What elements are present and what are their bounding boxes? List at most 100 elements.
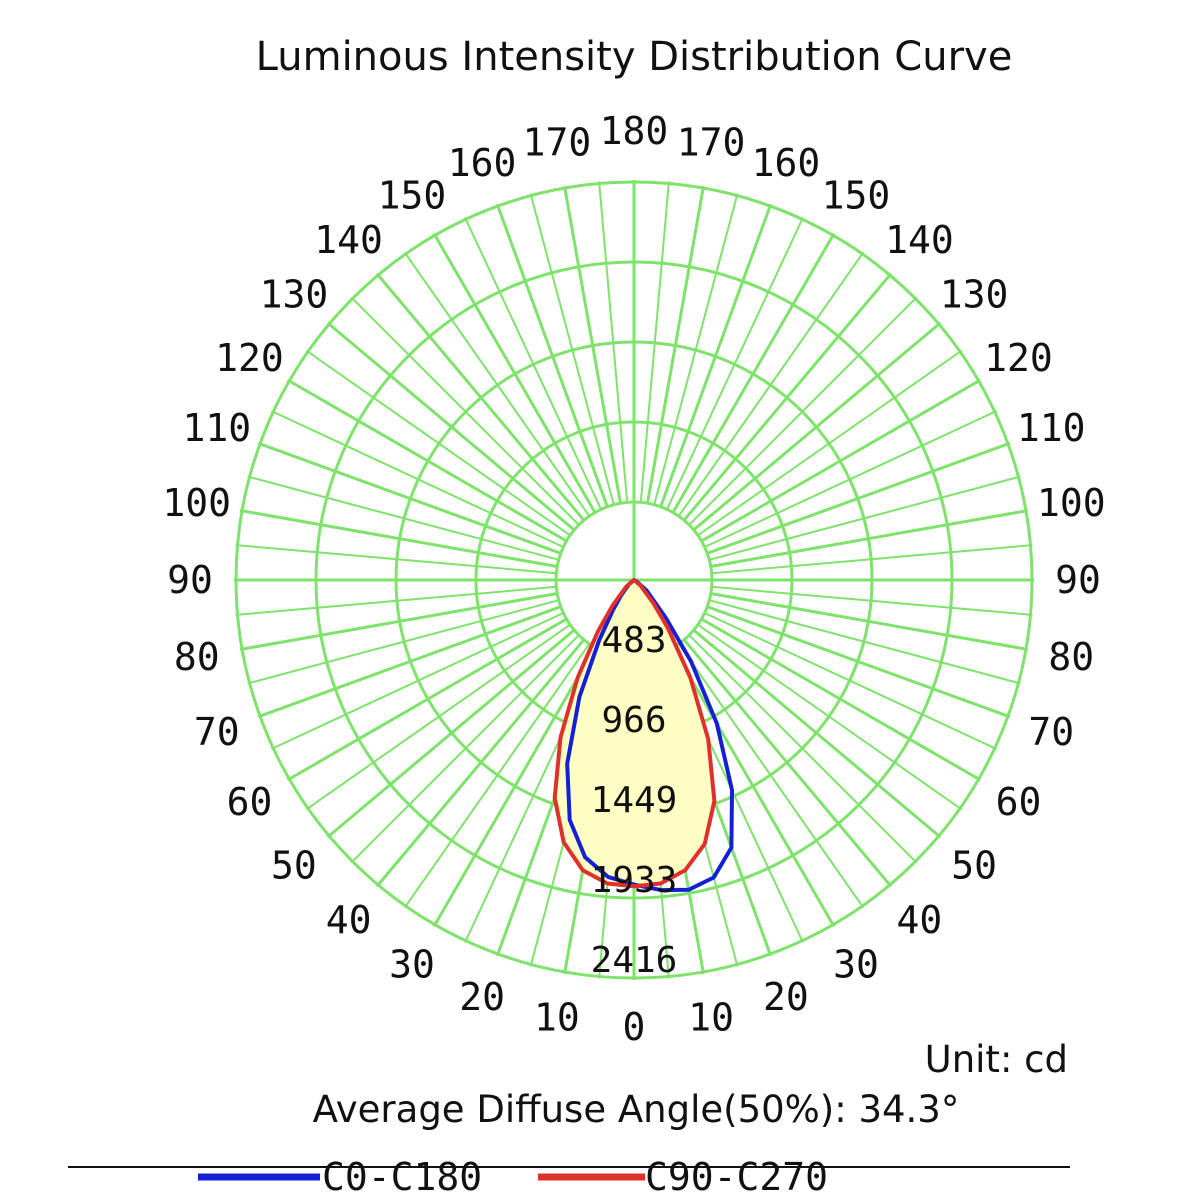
polar-grid — [234, 180, 1034, 980]
grid-spoke — [709, 475, 1021, 561]
grid-spoke — [692, 628, 942, 839]
angle-label-right-50: 50 — [951, 843, 997, 887]
angle-label-right-70: 70 — [1028, 710, 1074, 754]
grid-spoke — [235, 544, 557, 575]
grid-spoke — [326, 321, 576, 532]
grid-spoke — [563, 185, 622, 504]
angle-label-left-50: 50 — [271, 843, 317, 887]
radial-tick-labels: 483 966 1449 1933 2416 — [591, 620, 678, 981]
grid-spoke — [257, 441, 562, 555]
grid-spoke — [239, 592, 558, 651]
grid-spoke — [704, 410, 997, 548]
grid-spoke — [659, 203, 773, 508]
grid-spoke — [235, 585, 557, 616]
grid-spoke — [709, 599, 1021, 685]
curve-c0-c180 — [565, 578, 734, 893]
diffuse-angle-note: Average Diffuse Angle(50%): 34.3° — [313, 1088, 960, 1131]
grid-spoke — [671, 232, 836, 514]
legend: C0-C180 C90-C270 — [198, 1155, 828, 1199]
grid-spoke — [666, 217, 804, 510]
grid-spoke — [432, 232, 597, 514]
grid-spoke — [682, 272, 893, 522]
angle-label-left-90: 90 — [167, 558, 213, 602]
grid-spoke — [464, 217, 602, 510]
grid-spoke — [653, 193, 739, 505]
chart-title: Luminous Intensity Distribution Curve — [256, 34, 1013, 80]
angle-label-left-10: 10 — [534, 995, 580, 1039]
radial-tick-2416: 2416 — [591, 940, 678, 981]
grid-spoke — [711, 585, 1033, 616]
grid-spoke — [671, 646, 836, 928]
grid-spoke — [710, 592, 1029, 651]
grid-spoke — [326, 628, 576, 839]
angle-label-left-160: 160 — [448, 141, 517, 185]
grid-spoke — [700, 378, 982, 543]
grid-spoke — [711, 544, 1033, 575]
grid-spoke — [706, 605, 1011, 719]
angle-label-right-60: 60 — [996, 780, 1042, 824]
angle-label-left-130: 130 — [260, 273, 329, 317]
angle-label-right-100: 100 — [1037, 481, 1106, 525]
angle-label-left-30: 30 — [389, 943, 435, 987]
grid-spoke — [700, 617, 982, 782]
grid-spoke — [247, 599, 559, 685]
angle-label-left-60: 60 — [227, 780, 273, 824]
grid-spoke — [375, 638, 586, 888]
grid-spoke — [305, 349, 571, 537]
angle-label-left-40: 40 — [326, 898, 372, 942]
grid-spoke — [646, 185, 705, 504]
grid-spoke — [305, 623, 571, 811]
angle-label-right-80: 80 — [1048, 635, 1094, 679]
grid-spoke — [682, 638, 893, 888]
legend-label-c0-c180: C0-C180 — [322, 1155, 482, 1199]
grid-spoke — [598, 181, 629, 503]
angle-label-right-140: 140 — [885, 218, 954, 262]
grid-spoke — [697, 349, 963, 537]
radial-tick-1933: 1933 — [591, 860, 678, 901]
radial-tick-1449: 1449 — [591, 780, 678, 821]
angle-label-left-70: 70 — [194, 710, 240, 754]
angle-label-right-90: 90 — [1055, 558, 1101, 602]
angle-label-right-120: 120 — [984, 336, 1053, 380]
grid-spoke — [495, 203, 609, 508]
grid-spoke — [529, 193, 615, 505]
angle-label-left-110: 110 — [182, 406, 251, 450]
grid-spoke — [403, 251, 591, 517]
angle-label-left-140: 140 — [314, 218, 383, 262]
grid-spoke — [257, 605, 562, 719]
grid-spoke — [375, 272, 586, 522]
grid-spoke — [350, 634, 580, 864]
angle-label-right-110: 110 — [1017, 406, 1086, 450]
angle-label-180: 180 — [600, 109, 669, 153]
angle-label-left-150: 150 — [378, 174, 447, 218]
grid-spoke — [706, 441, 1011, 555]
angle-label-left-100: 100 — [162, 481, 231, 525]
grid-spoke — [350, 296, 580, 526]
angle-label-0: 0 — [623, 1005, 646, 1049]
legend-label-c90-c270: C90-C270 — [645, 1155, 828, 1199]
grid-spoke — [677, 251, 865, 517]
radial-tick-483: 483 — [601, 620, 666, 661]
grid-spoke — [432, 646, 597, 928]
angle-label-right-40: 40 — [897, 898, 943, 942]
grid-spoke — [710, 509, 1029, 568]
grid-spoke — [692, 321, 942, 532]
unit-label: Unit: cd — [925, 1038, 1068, 1081]
grid-spoke — [677, 643, 865, 909]
grid-spoke — [271, 410, 564, 548]
grid-spoke — [286, 617, 568, 782]
angle-label-right-170: 170 — [677, 121, 746, 165]
grid-spoke — [271, 612, 564, 750]
angle-label-right-130: 130 — [940, 273, 1009, 317]
angle-label-left-80: 80 — [174, 635, 220, 679]
curve-c90-c270 — [552, 578, 717, 889]
angle-label-left-20: 20 — [459, 975, 505, 1019]
grid-spoke — [639, 181, 670, 503]
intensity-curves — [552, 578, 734, 893]
angle-label-left-170: 170 — [523, 121, 592, 165]
grid-spoke — [688, 296, 918, 526]
radial-tick-966: 966 — [601, 700, 666, 741]
grid-spoke — [403, 643, 591, 909]
